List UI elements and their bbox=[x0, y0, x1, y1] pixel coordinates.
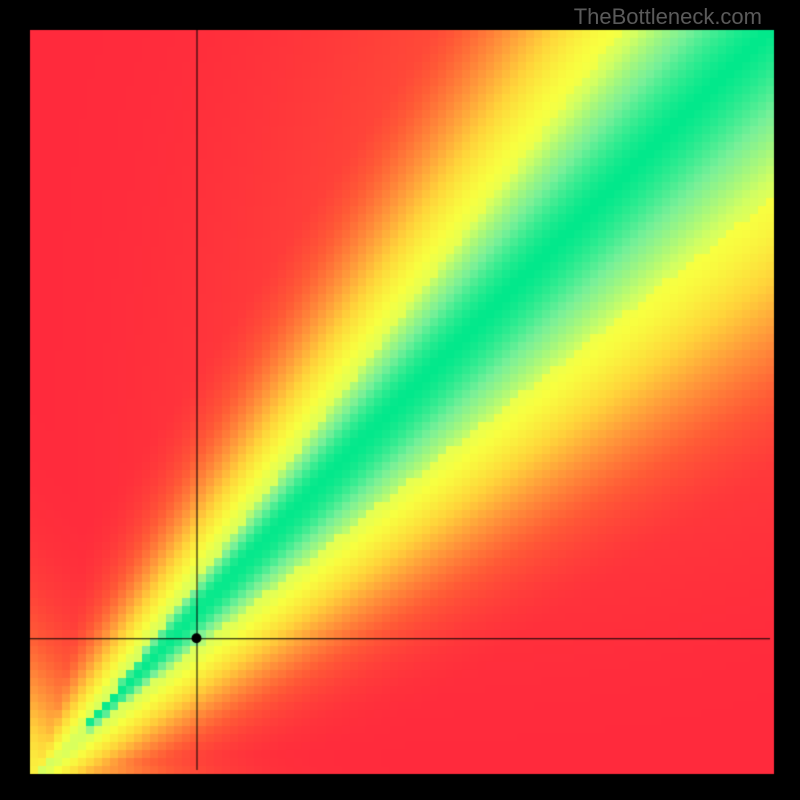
watermark-text: TheBottleneck.com bbox=[574, 4, 762, 30]
chart-container: TheBottleneck.com bbox=[0, 0, 800, 800]
bottleneck-heatmap-canvas bbox=[0, 0, 800, 800]
